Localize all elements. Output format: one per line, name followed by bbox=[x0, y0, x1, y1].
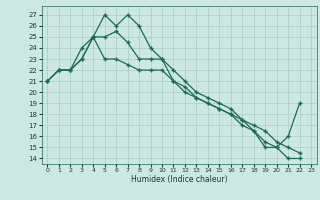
X-axis label: Humidex (Indice chaleur): Humidex (Indice chaleur) bbox=[131, 175, 228, 184]
